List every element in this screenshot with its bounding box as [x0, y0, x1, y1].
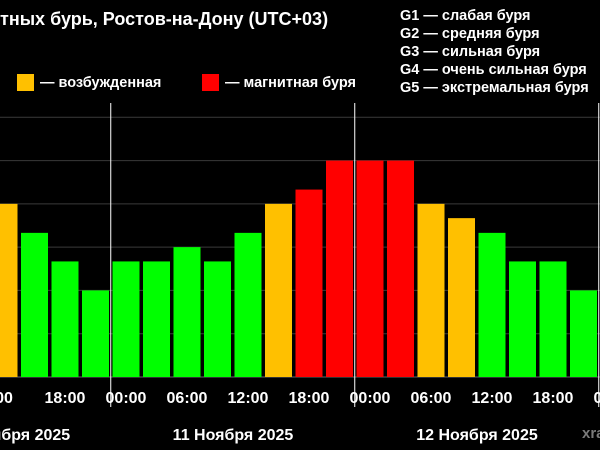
bar [539, 261, 567, 377]
bar [387, 160, 414, 377]
x-tick-label: 12:00 [228, 390, 269, 407]
x-tick-label: 00:00 [594, 390, 600, 407]
legend-excited-label: — возбужденная [40, 74, 162, 91]
x-tick-label: 12:00 [472, 390, 513, 407]
x-tick-label: 18:00 [533, 390, 574, 407]
legend-g5: G5 — экстремальная буря [400, 80, 589, 96]
bar [570, 290, 597, 377]
bar [356, 160, 384, 377]
x-tick-label: 06:00 [411, 390, 452, 407]
watermark: xra [582, 425, 600, 442]
x-tick-label: 00:00 [350, 390, 391, 407]
legend-g4: G4 — очень сильная буря [400, 62, 587, 78]
legend-storm-label: — магнитная буря [225, 74, 357, 91]
legend-excited: — возбужденная [17, 74, 161, 91]
legend-storm: — магнитная буря [202, 74, 356, 91]
storm-scale-legend: G1 — слабая буря G2 — средняя буря G3 — … [400, 7, 589, 97]
storm-swatch-icon [202, 74, 219, 91]
x-tick-label: 18:00 [289, 390, 330, 407]
excited-swatch-icon [17, 74, 34, 91]
legend-g3: G3 — сильная буря [400, 44, 541, 60]
bar [51, 261, 79, 377]
bar [295, 189, 323, 377]
date-label: ября 2025 [0, 427, 70, 444]
date-label: 12 Ноября 2025 [416, 427, 538, 444]
bar [326, 160, 353, 377]
bar [265, 203, 292, 377]
bar [82, 290, 109, 377]
x-tick-label: 06:00 [167, 390, 208, 407]
legend-g1: G1 — слабая буря [400, 8, 531, 24]
bar [204, 261, 231, 377]
bar [112, 261, 140, 377]
bar [478, 232, 506, 377]
x-tick-label: 18:00 [45, 390, 86, 407]
chart-title: тных бурь, Ростов-на-Дону (UTC+03) [0, 9, 329, 29]
bar [173, 247, 201, 377]
x-tick-label: 00 [0, 390, 13, 407]
bar [143, 261, 170, 377]
bar [509, 261, 536, 377]
legend-g2: G2 — средняя буря [400, 26, 540, 42]
bar [234, 232, 262, 377]
date-label: 11 Ноября 2025 [173, 427, 294, 444]
bar [0, 203, 18, 377]
bar [21, 232, 48, 377]
bar [448, 218, 475, 377]
bar [417, 203, 445, 377]
x-tick-label: 00:00 [106, 390, 147, 407]
